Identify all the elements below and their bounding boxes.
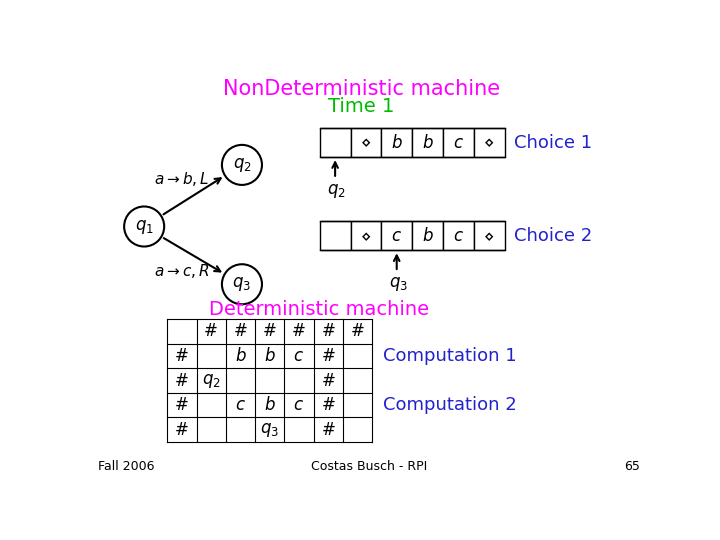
Text: #: # <box>292 322 306 340</box>
Text: $a \rightarrow b, L$: $a \rightarrow b, L$ <box>154 170 210 188</box>
Text: $c$: $c$ <box>453 133 464 152</box>
Text: #: # <box>204 322 218 340</box>
Bar <box>351 128 382 157</box>
Text: $q_2$: $q_2$ <box>233 156 251 174</box>
Bar <box>412 221 443 251</box>
Text: $\diamond$: $\diamond$ <box>483 133 495 152</box>
Text: $c$: $c$ <box>235 396 246 414</box>
Text: Computation 1: Computation 1 <box>383 347 516 365</box>
Text: $c$: $c$ <box>294 347 305 365</box>
Text: Choice 1: Choice 1 <box>514 133 592 152</box>
Text: #: # <box>321 396 335 414</box>
Text: $q_1$: $q_1$ <box>135 218 153 235</box>
Text: $\diamond$: $\diamond$ <box>360 133 372 152</box>
Text: #: # <box>175 347 189 365</box>
Text: $a \rightarrow c, R$: $a \rightarrow c, R$ <box>154 262 210 280</box>
Bar <box>351 221 382 251</box>
Bar <box>382 221 412 251</box>
Text: #: # <box>263 322 276 340</box>
Text: $\diamond$: $\diamond$ <box>483 227 495 245</box>
Text: #: # <box>175 421 189 439</box>
Bar <box>412 128 443 157</box>
Text: Time 1: Time 1 <box>328 97 395 116</box>
Text: #: # <box>321 372 335 389</box>
Text: $b$: $b$ <box>235 347 246 365</box>
Text: #: # <box>321 322 335 340</box>
Text: #: # <box>321 421 335 439</box>
Text: Deterministic machine: Deterministic machine <box>209 300 429 319</box>
Text: $q_3$: $q_3$ <box>260 421 279 439</box>
Text: $b$: $b$ <box>422 227 433 245</box>
Text: NonDeterministic machine: NonDeterministic machine <box>222 79 500 99</box>
Text: #: # <box>175 372 189 389</box>
Text: $c$: $c$ <box>453 227 464 245</box>
Text: $\diamond$: $\diamond$ <box>360 227 372 245</box>
Text: #: # <box>175 396 189 414</box>
Text: $b$: $b$ <box>391 133 402 152</box>
Bar <box>474 128 505 157</box>
Text: $q_2$: $q_2$ <box>328 182 346 200</box>
Text: $q_2$: $q_2$ <box>202 372 220 389</box>
Text: Computation 2: Computation 2 <box>383 396 517 414</box>
Bar <box>320 221 351 251</box>
Text: $b$: $b$ <box>422 133 433 152</box>
Text: Choice 2: Choice 2 <box>514 227 592 245</box>
Bar <box>320 128 351 157</box>
Text: $c$: $c$ <box>294 396 305 414</box>
Bar <box>474 221 505 251</box>
Text: #: # <box>321 347 335 365</box>
Text: $c$: $c$ <box>391 227 402 245</box>
Bar <box>443 128 474 157</box>
Text: $q_3$: $q_3$ <box>389 275 408 293</box>
Text: #: # <box>351 322 364 340</box>
Text: $q_3$: $q_3$ <box>233 275 251 293</box>
Text: Fall 2006: Fall 2006 <box>98 460 155 473</box>
Text: 65: 65 <box>624 460 640 473</box>
Text: #: # <box>233 322 248 340</box>
Text: $b$: $b$ <box>264 347 276 365</box>
Bar <box>382 128 412 157</box>
Text: Costas Busch - RPI: Costas Busch - RPI <box>311 460 427 473</box>
Text: $b$: $b$ <box>264 396 276 414</box>
Bar <box>443 221 474 251</box>
